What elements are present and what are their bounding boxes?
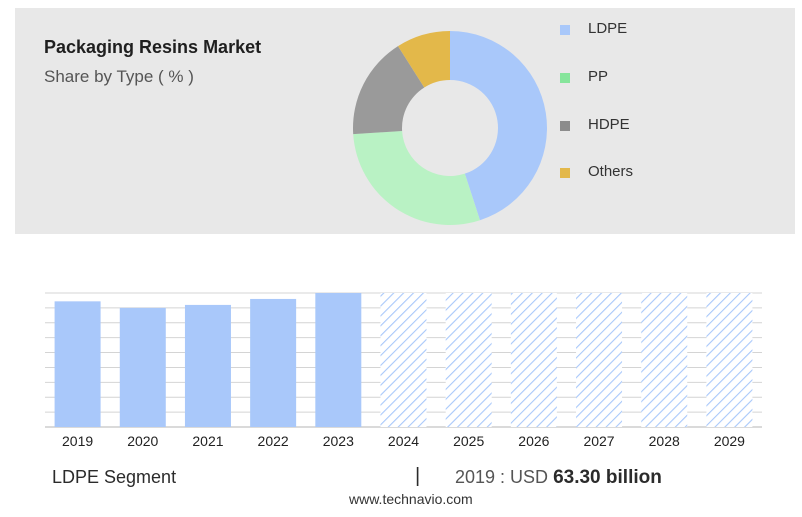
x-tick-label-2027: 2027: [583, 433, 614, 449]
donut-chart: [353, 31, 547, 225]
footer-value: 2019 : USD 63.30 billion: [455, 467, 662, 489]
legend-swatch-hdpe: [560, 121, 570, 131]
x-tick-label-2019: 2019: [62, 433, 93, 449]
legend-label-others: Others: [588, 163, 634, 180]
bar-2022: [250, 298, 297, 427]
footer-url: www.technavio.com: [349, 491, 473, 507]
bar-2024: [380, 293, 427, 427]
bar-2021: [184, 304, 231, 427]
bar-2019: [54, 301, 101, 427]
bar-2025: [445, 293, 492, 427]
bar-2023: [315, 293, 362, 427]
x-tick-label-2023: 2023: [323, 433, 354, 449]
legend-label-pp: PP: [588, 68, 609, 85]
x-tick-label-2022: 2022: [258, 433, 289, 449]
x-tick-label-2029: 2029: [714, 433, 745, 449]
x-tick-label-2024: 2024: [388, 433, 419, 449]
x-tick-label-2028: 2028: [649, 433, 680, 449]
legend-swatch-ldpe: [560, 25, 570, 35]
bar-chart: 2019 2020 2021 2022 2023 2024 2025 2026 2027 2028…: [45, 292, 762, 449]
legend-label-ldpe: LDPE: [588, 20, 628, 37]
bar-2029: [706, 293, 753, 427]
legend-swatch-pp: [560, 73, 570, 83]
bar-2020: [119, 307, 166, 427]
legend-label-hdpe: HDPE: [588, 116, 630, 133]
donut-slice-hdpe: [353, 46, 425, 135]
footer-value-prefix: 2019 : USD: [455, 467, 549, 487]
donut-slice-ldpe: [450, 31, 547, 221]
footer-segment-label: LDPE Segment: [52, 467, 177, 487]
chart-title: Packaging Resins Market: [44, 37, 262, 57]
bar-2027: [576, 293, 623, 427]
chart-subtitle: Share by Type ( % ): [44, 67, 194, 86]
donut-slice-others: [398, 31, 450, 88]
x-tick-label-2020: 2020: [127, 433, 158, 449]
x-tick-label-2026: 2026: [518, 433, 549, 449]
donut-slice-pp: [353, 131, 480, 225]
x-tick-label-2025: 2025: [453, 433, 484, 449]
bar-2028: [641, 293, 688, 427]
legend-swatch-others: [560, 168, 570, 178]
x-tick-label-2021: 2021: [192, 433, 223, 449]
footer-value-amount: 63.30 billion: [553, 467, 662, 488]
footer-divider: |: [415, 465, 421, 487]
bar-2026: [510, 293, 557, 427]
